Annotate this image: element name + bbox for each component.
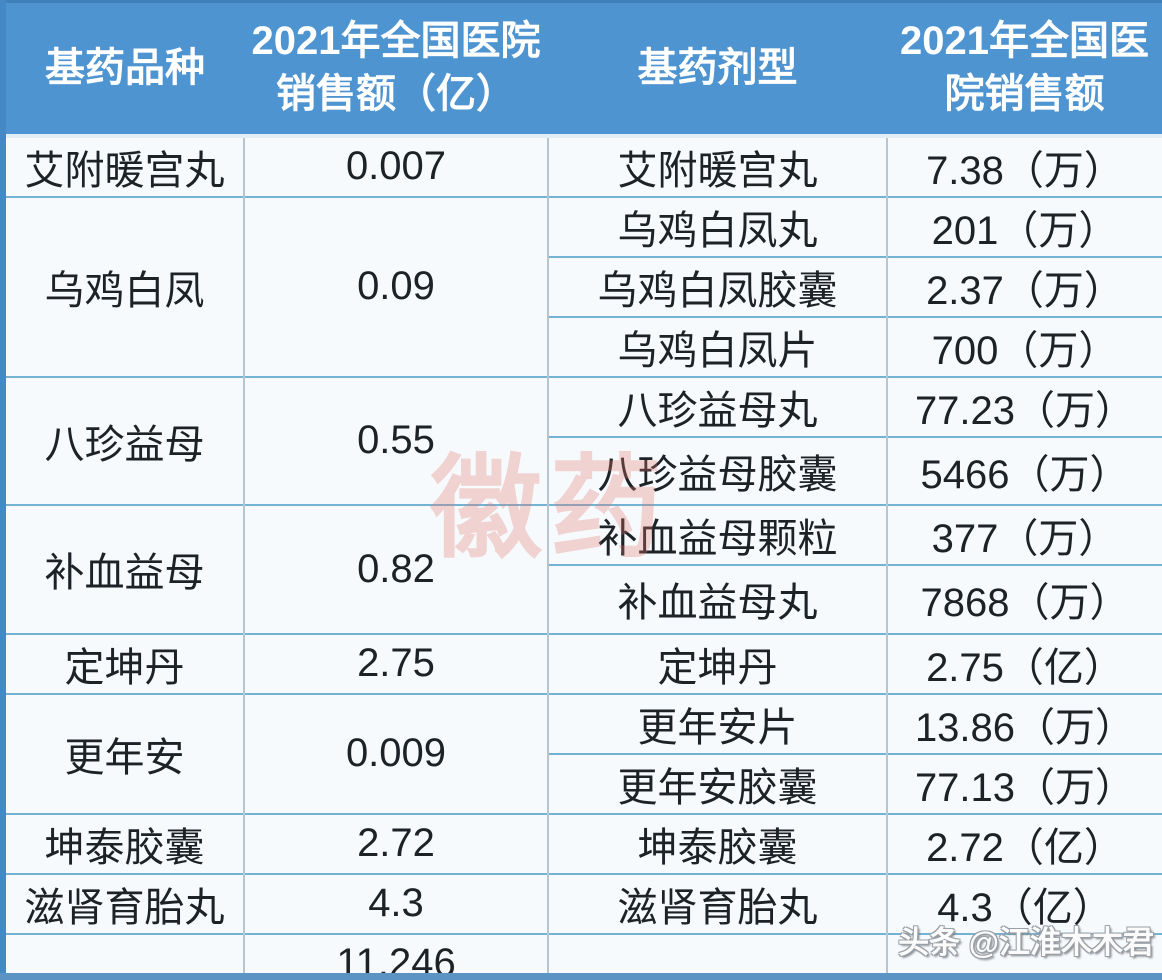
form-sales-cell: 201（万）	[886, 195, 1162, 257]
form-cell: 定坤丹	[547, 632, 887, 694]
column-header-sales-yi: 2021年全国医院 销售额（亿）	[244, 0, 548, 138]
form-cell: 补血益母丸	[547, 563, 887, 634]
variety-cell: 滋肾育胎丸	[3, 872, 244, 934]
variety-sales-cell: 0.09	[243, 195, 548, 377]
variety-sales-cell: 2.72	[243, 812, 548, 874]
table-row: 乌鸡白凤胶囊 2.37（万）	[3, 255, 1162, 317]
column-header-variety: 基药品种	[3, 0, 244, 138]
form-sales-cell: 2.72（亿）	[886, 812, 1162, 874]
form-cell: 八珍益母胶囊	[547, 435, 887, 505]
form-cell: 八珍益母丸	[547, 375, 887, 437]
form-cell: 更年安片	[547, 692, 887, 754]
column-header-variety-label: 基药品种	[45, 45, 205, 90]
form-sales-cell: 7.38（万）	[886, 134, 1162, 197]
column-header-sales-yi-line2: 销售额（亿）	[276, 72, 516, 117]
column-header-form-sales: 2021年全国医 院销售额	[887, 0, 1162, 138]
table-row: 滋肾育胎丸 4.3 滋肾育胎丸 4.3（亿）	[3, 872, 1162, 934]
variety-cell: 定坤丹	[3, 632, 244, 694]
total-row: 11.246	[3, 932, 1162, 980]
form-sales-cell: 4.3（亿）	[886, 872, 1162, 934]
form-cell: 坤泰胶囊	[547, 812, 887, 874]
form-sales-cell: 2.75（亿）	[886, 632, 1162, 694]
variety-sales-cell: 2.75	[243, 632, 548, 694]
variety-sales-cell: 0.82	[243, 503, 548, 634]
form-cell: 艾附暖宫丸	[547, 134, 887, 197]
table-row: 更年安胶囊 77.13（万）	[3, 752, 1162, 814]
total-empty-cell	[886, 932, 1162, 980]
form-sales-cell: 77.23（万）	[886, 375, 1162, 437]
variety-sales-cell: 0.007	[243, 134, 548, 197]
total-empty-cell	[547, 932, 887, 980]
total-empty-cell	[3, 932, 244, 980]
form-sales-cell: 13.86（万）	[886, 692, 1162, 754]
column-header-sales-yi-line1: 2021年全国医院	[251, 19, 541, 64]
variety-sales-cell: 0.009	[243, 692, 548, 814]
form-sales-cell: 77.13（万）	[886, 752, 1162, 814]
table-row: 补血益母 0.82 补血益母颗粒 377（万）	[3, 503, 1162, 634]
form-sales-cell: 5466（万）	[886, 435, 1162, 505]
form-sales-cell: 700（万）	[886, 315, 1162, 377]
variety-cell: 八珍益母	[3, 375, 244, 505]
bottom-border-bar	[0, 973, 1162, 980]
table-row: 定坤丹 2.75 定坤丹 2.75（亿）	[3, 632, 1162, 694]
table-row: 更年安 0.009 更年安片 13.86（万）	[3, 692, 1162, 814]
form-sales-cell: 377（万）	[886, 503, 1162, 565]
table-row: 乌鸡白凤 0.09 乌鸡白凤丸 201（万）	[3, 195, 1162, 377]
table-row: 艾附暖宫丸 0.007 艾附暖宫丸 7.38（万）	[3, 134, 1162, 197]
table-row: 乌鸡白凤片 700（万）	[3, 315, 1162, 377]
column-header-form-sales-line1: 2021年全国医	[900, 19, 1149, 64]
form-cell: 乌鸡白凤丸	[547, 195, 887, 257]
header-row: 基药品种 2021年全国医院 销售额（亿） 基药剂型 2021年全国医 院销售额	[3, 0, 1162, 138]
column-header-form-sales-line2: 院销售额	[944, 72, 1105, 117]
variety-cell: 补血益母	[3, 503, 244, 634]
column-header-form: 基药剂型	[548, 0, 887, 138]
table-row: 八珍益母 0.55 八珍益母丸 77.23（万）	[3, 375, 1162, 505]
variety-cell: 更年安	[3, 692, 244, 814]
column-header-form-label: 基药剂型	[637, 45, 798, 90]
variety-cell: 坤泰胶囊	[3, 812, 244, 874]
table-row: 补血益母丸 7868（万）	[3, 563, 1162, 634]
form-cell: 补血益母颗粒	[547, 503, 887, 565]
form-cell: 乌鸡白凤胶囊	[547, 255, 887, 317]
variety-cell: 乌鸡白凤	[3, 195, 244, 377]
form-sales-cell: 2.37（万）	[886, 255, 1162, 317]
variety-sales-cell: 4.3	[243, 872, 548, 934]
variety-sales-cell: 0.55	[243, 375, 548, 505]
form-cell: 滋肾育胎丸	[547, 872, 887, 934]
table-row: 八珍益母胶囊 5466（万）	[3, 435, 1162, 505]
form-cell: 乌鸡白凤片	[547, 315, 887, 377]
table-row: 坤泰胶囊 2.72 坤泰胶囊 2.72（亿）	[3, 812, 1162, 874]
variety-cell: 艾附暖宫丸	[3, 134, 244, 197]
form-sales-cell: 7868（万）	[886, 563, 1162, 634]
form-cell: 更年安胶囊	[547, 752, 887, 814]
total-value-cell: 11.246	[243, 932, 548, 980]
